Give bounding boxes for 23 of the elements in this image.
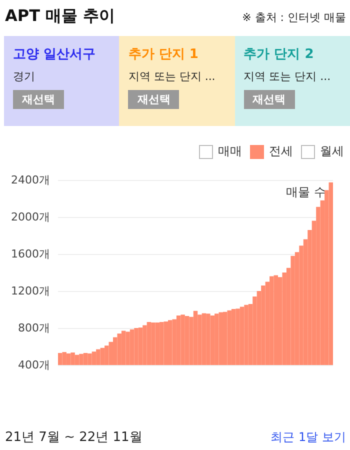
y-tick-label: 800개 [18, 322, 50, 334]
y-axis-title: 매물 수 [286, 185, 326, 199]
text: 추가 단지 2 [244, 46, 315, 63]
text: 추가 단지 1 [128, 46, 200, 63]
text: 매매 [217, 143, 242, 160]
text: 최근 1달 보기 [270, 429, 346, 446]
y-tick-label: 1200개 [10, 284, 50, 298]
y-tick-label: 1600개 [10, 248, 50, 260]
text: 재선택 [244, 90, 295, 109]
text: 경기 [13, 69, 36, 84]
text: 재선택 [13, 90, 64, 109]
text: 월세 [319, 143, 344, 160]
legend-label: 전세 [268, 143, 293, 160]
text: 지역 또는 단지 ... [128, 69, 216, 84]
y-tick-label: 400개 [18, 358, 50, 372]
chart-title: APT 매물 추이 [5, 6, 116, 27]
text: 21년 7월 ~ 22년 11월 [5, 429, 142, 446]
y-tick-label: 2400개 [10, 174, 50, 186]
text: 지역 또는 단지 ... [244, 69, 332, 84]
text: ※ 출처 : 인터넷 매물 [242, 10, 346, 25]
y-tick-label: 2000개 [10, 210, 50, 224]
text: 재선택 [128, 90, 180, 109]
text: 고양 일산서구 [13, 46, 97, 63]
